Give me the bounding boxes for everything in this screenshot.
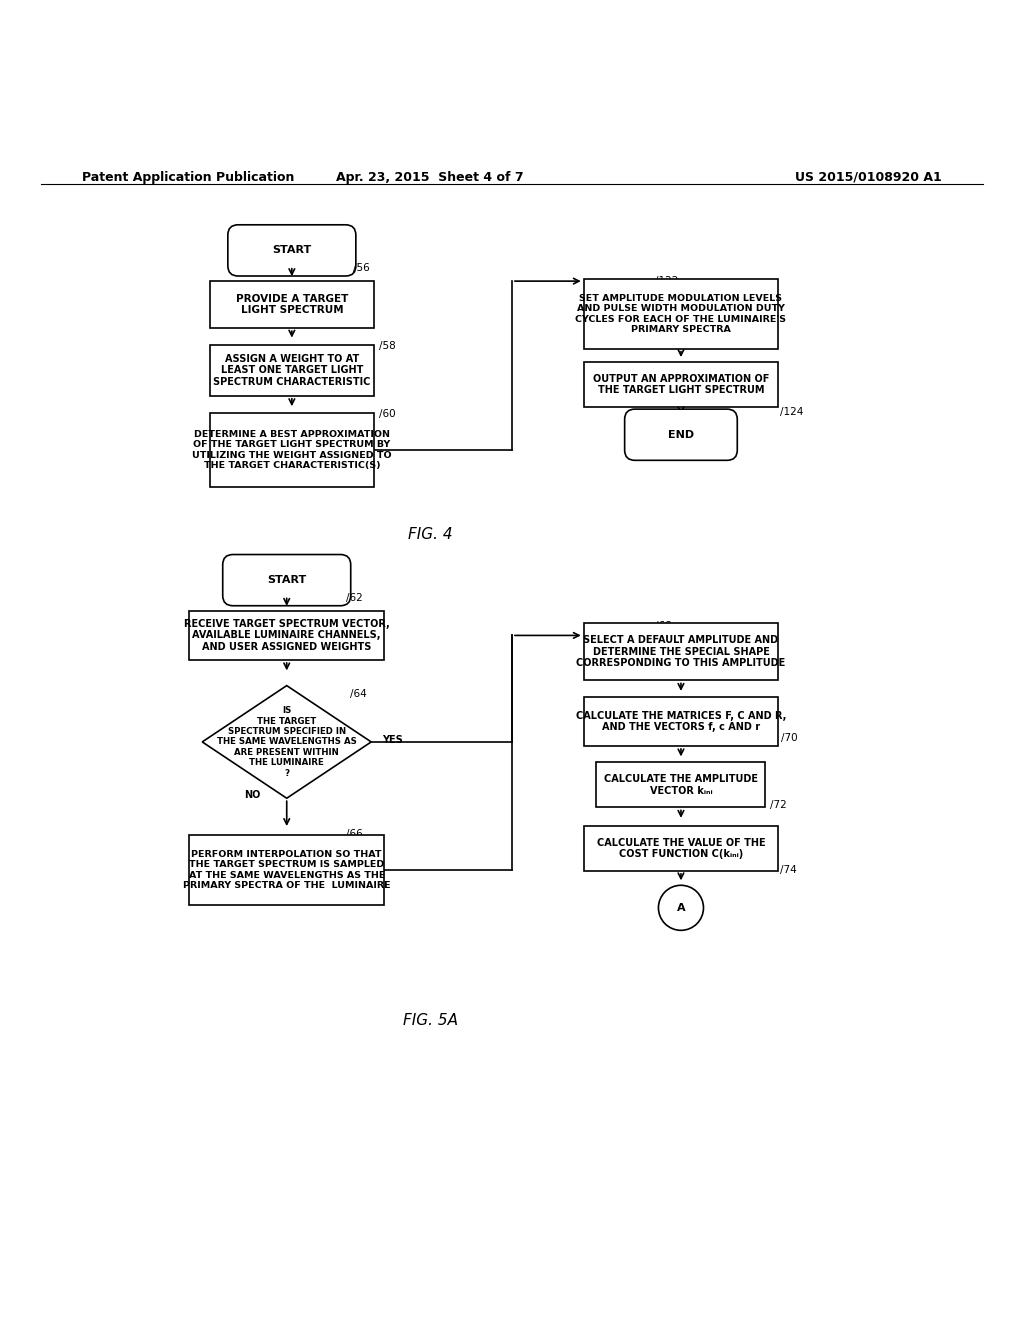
Text: /66: /66 bbox=[346, 829, 362, 840]
Text: SELECT A DEFAULT AMPLITUDE AND
DETERMINE THE SPECIAL SHAPE
CORRESPONDING TO THIS: SELECT A DEFAULT AMPLITUDE AND DETERMINE… bbox=[577, 635, 785, 668]
Text: US 2015/0108920 A1: US 2015/0108920 A1 bbox=[796, 170, 942, 183]
Bar bbox=[584, 362, 778, 407]
Text: START: START bbox=[267, 576, 306, 585]
Text: CALCULATE THE MATRICES F, C AND R,
AND THE VECTORS f, c AND r: CALCULATE THE MATRICES F, C AND R, AND T… bbox=[575, 710, 786, 733]
Text: FIG. 4: FIG. 4 bbox=[408, 527, 453, 543]
Text: /70: /70 bbox=[781, 733, 798, 743]
Polygon shape bbox=[203, 685, 372, 799]
FancyBboxPatch shape bbox=[223, 554, 350, 606]
Text: /68: /68 bbox=[655, 622, 672, 631]
Bar bbox=[596, 763, 766, 808]
Text: NO: NO bbox=[244, 791, 260, 800]
Text: OUTPUT AN APPROXIMATION OF
THE TARGET LIGHT SPECTRUM: OUTPUT AN APPROXIMATION OF THE TARGET LI… bbox=[593, 374, 769, 396]
Text: IS
THE TARGET
SPECTRUM SPECIFIED IN
THE SAME WAVELENGTHS AS
ARE PRESENT WITHIN
T: IS THE TARGET SPECTRUM SPECIFIED IN THE … bbox=[217, 706, 356, 777]
Text: /60: /60 bbox=[379, 409, 395, 420]
Text: END: END bbox=[668, 430, 694, 440]
Text: A: A bbox=[677, 903, 685, 913]
Text: CALCULATE THE VALUE OF THE
COST FUNCTION C(kᵢₙᵢ): CALCULATE THE VALUE OF THE COST FUNCTION… bbox=[597, 838, 765, 859]
Bar bbox=[584, 697, 778, 746]
Text: YES: YES bbox=[382, 735, 402, 744]
Text: /124: /124 bbox=[780, 407, 804, 417]
Text: ASSIGN A WEIGHT TO AT
LEAST ONE TARGET LIGHT
SPECTRUM CHARACTERISTIC: ASSIGN A WEIGHT TO AT LEAST ONE TARGET L… bbox=[213, 354, 371, 387]
Bar bbox=[189, 836, 384, 904]
Text: /56: /56 bbox=[353, 263, 370, 273]
Text: /64: /64 bbox=[350, 689, 367, 698]
FancyBboxPatch shape bbox=[625, 409, 737, 461]
Bar bbox=[210, 345, 374, 396]
Text: RECEIVE TARGET SPECTRUM VECTOR,
AVAILABLE LUMINAIRE CHANNELS,
AND USER ASSIGNED : RECEIVE TARGET SPECTRUM VECTOR, AVAILABL… bbox=[184, 619, 389, 652]
Text: /74: /74 bbox=[780, 865, 797, 875]
Text: PERFORM INTERPOLATION SO THAT
THE TARGET SPECTRUM IS SAMPLED
AT THE SAME WAVELEN: PERFORM INTERPOLATION SO THAT THE TARGET… bbox=[183, 850, 390, 890]
Text: /122: /122 bbox=[655, 276, 679, 286]
Text: START: START bbox=[272, 246, 311, 255]
FancyBboxPatch shape bbox=[227, 224, 356, 276]
Bar bbox=[189, 611, 384, 660]
Bar bbox=[584, 623, 778, 681]
Text: Patent Application Publication: Patent Application Publication bbox=[82, 170, 294, 183]
Bar bbox=[210, 413, 374, 487]
Text: CALCULATE THE AMPLITUDE
VECTOR kᵢₙᵢ: CALCULATE THE AMPLITUDE VECTOR kᵢₙᵢ bbox=[604, 774, 758, 796]
Bar bbox=[210, 281, 374, 329]
Circle shape bbox=[658, 886, 703, 931]
Text: /62: /62 bbox=[346, 594, 362, 603]
Bar bbox=[584, 826, 778, 871]
Text: Apr. 23, 2015  Sheet 4 of 7: Apr. 23, 2015 Sheet 4 of 7 bbox=[336, 170, 524, 183]
Text: /58: /58 bbox=[379, 341, 395, 351]
Text: SET AMPLITUDE MODULATION LEVELS
AND PULSE WIDTH MODULATION DUTY
CYCLES FOR EACH : SET AMPLITUDE MODULATION LEVELS AND PULS… bbox=[575, 294, 786, 334]
Text: PROVIDE A TARGET
LIGHT SPECTRUM: PROVIDE A TARGET LIGHT SPECTRUM bbox=[236, 294, 348, 315]
Text: DETERMINE A BEST APPROXIMATION
OF THE TARGET LIGHT SPECTRUM BY
UTILIZING THE WEI: DETERMINE A BEST APPROXIMATION OF THE TA… bbox=[193, 430, 391, 470]
Text: /72: /72 bbox=[770, 800, 786, 810]
Text: FIG. 5A: FIG. 5A bbox=[402, 1014, 458, 1028]
Bar bbox=[584, 279, 778, 348]
